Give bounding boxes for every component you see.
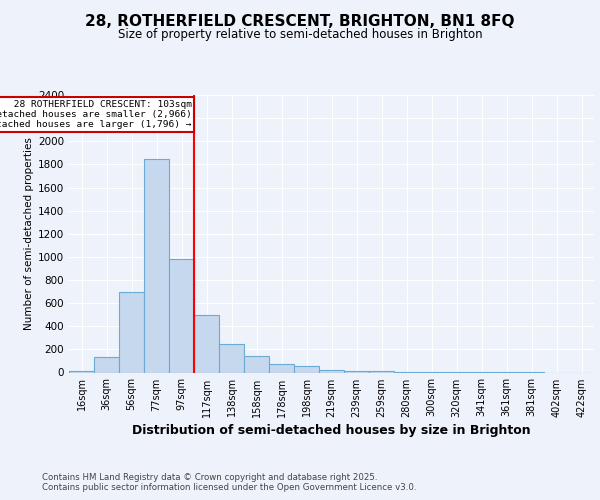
Bar [269, 364, 294, 372]
Bar [194, 314, 219, 372]
Bar [144, 158, 169, 372]
Bar [94, 358, 119, 372]
Bar [319, 370, 344, 372]
Text: 28 ROTHERFIELD CRESCENT: 103sqm
← 62% of semi-detached houses are smaller (2,966: 28 ROTHERFIELD CRESCENT: 103sqm ← 62% of… [0, 100, 191, 130]
Y-axis label: Number of semi-detached properties: Number of semi-detached properties [24, 138, 34, 330]
Bar [244, 356, 269, 372]
Text: Size of property relative to semi-detached houses in Brighton: Size of property relative to semi-detach… [118, 28, 482, 41]
Bar [169, 259, 194, 372]
X-axis label: Distribution of semi-detached houses by size in Brighton: Distribution of semi-detached houses by … [132, 424, 531, 436]
Text: 28, ROTHERFIELD CRESCENT, BRIGHTON, BN1 8FQ: 28, ROTHERFIELD CRESCENT, BRIGHTON, BN1 … [85, 14, 515, 29]
Bar [344, 371, 369, 372]
Bar [294, 366, 319, 372]
Bar [219, 344, 244, 372]
Text: Contains HM Land Registry data © Crown copyright and database right 2025.
Contai: Contains HM Land Registry data © Crown c… [42, 472, 416, 492]
Bar [119, 292, 144, 372]
